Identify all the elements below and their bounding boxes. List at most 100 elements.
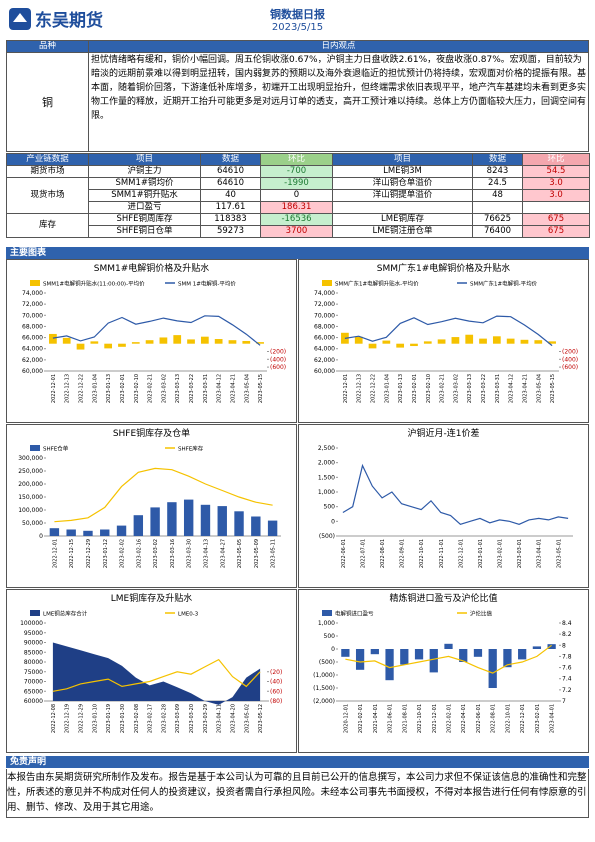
panel-border	[298, 424, 589, 588]
item-name: SHFE铜周库存	[88, 213, 201, 226]
bar	[400, 649, 409, 665]
legend-label: 沪伦比值	[470, 610, 493, 618]
y2-tick-label: 7.4	[562, 676, 572, 683]
x-tick-label: 2022-02-01	[447, 704, 453, 733]
table-row: SMM1#铜升贴水 40 0 洋山铜提单溢价 48 3.0	[7, 189, 590, 202]
x-tick-label: 2023-01-13	[106, 374, 112, 403]
y-tick-label: 1,000	[318, 620, 335, 627]
panel-border	[6, 259, 297, 423]
bar	[133, 515, 144, 536]
x-tick-label: 2023-05-05	[237, 539, 243, 568]
x-tick-label: 2023-03-01	[517, 539, 523, 568]
x-tick-label: 2023-04-12	[509, 374, 515, 403]
x-tick-label: 2023-03-31	[203, 374, 209, 403]
legend-swatch	[30, 280, 40, 286]
x-tick-label: 2023-03-02	[153, 539, 159, 568]
chart-grid: SMM1#电解铜价格及升贴水 SMM1#电解铜升贴水(11:00:00)-平均价 S…	[6, 259, 589, 753]
y2-tick-label: (400)	[562, 356, 578, 363]
y-tick-label: 60000	[24, 698, 43, 705]
group-name: 期货市场	[6, 165, 89, 178]
chart-panel: LME铜库存及升贴水 LME铜总库存合计 LME0-3 60000 65000 70000…	[6, 589, 297, 753]
x-tick-label: 2023-01-10	[92, 704, 98, 733]
bar	[214, 339, 223, 344]
x-tick-label: 2023-02-01	[535, 704, 541, 733]
table-header: 数据	[200, 153, 261, 166]
x-tick-label: 2023-03-09	[175, 704, 181, 733]
bar	[410, 343, 418, 347]
y2-tick-label: (60)	[270, 688, 282, 695]
area	[52, 642, 261, 705]
table-header: 环比	[260, 153, 333, 166]
x-tick-label: 2023-05-04	[536, 374, 542, 403]
x-tick-label: 2023-01-04	[92, 374, 98, 403]
x-tick-label: 2022-09-01	[400, 539, 406, 568]
item-change: 3700	[260, 225, 333, 238]
y2-tick-label: 7.8	[562, 653, 572, 660]
bar	[187, 339, 195, 344]
y-tick-label: 70,000	[22, 312, 43, 319]
y-tick-label: (2,000)	[313, 698, 335, 705]
item-value: 24.5	[472, 177, 523, 190]
empty-cell	[332, 201, 473, 214]
x-tick-label: 2023-05-15	[550, 374, 556, 403]
x-tick-label: 2023-02-17	[148, 704, 154, 733]
x-tick-label: 2023-01-30	[120, 704, 126, 733]
bar	[355, 649, 365, 670]
x-tick-label: 2023-04-21	[522, 374, 528, 403]
table-header: 项目	[88, 153, 201, 166]
item-name: SMM1#铜升贴水	[88, 189, 201, 202]
y-tick-label: (1,500)	[313, 685, 335, 692]
x-tick-label: 2021-08-01	[402, 704, 408, 733]
line	[54, 467, 273, 523]
x-tick-label: 2023-03-30	[187, 539, 193, 568]
panel-border	[298, 589, 589, 753]
x-tick-label: 2021-10-01	[417, 704, 423, 733]
y2-tick-label: (80)	[270, 698, 282, 705]
logo-text: 东吴期货	[35, 10, 103, 31]
chart-panel: SMM广东1#电解铜价格及升贴水 SMM广东1#电解铜升贴水-平均价 SMM广东1#…	[298, 259, 589, 423]
item-name: 洋山铜提单溢价	[332, 189, 473, 202]
panel-border	[6, 589, 297, 753]
y-tick-label: 300,000	[18, 455, 43, 462]
bar	[90, 341, 99, 344]
y-tick-label: 80000	[24, 659, 43, 666]
x-tick-label: 2023-04-11	[217, 704, 223, 733]
bar	[49, 333, 57, 344]
bar	[251, 516, 261, 536]
x-tick-label: 2023-04-27	[220, 539, 226, 568]
view-text: 担忧情绪略有缓和，铜价小幅回调。周五伦铜收涨0.67%，沪铜主力日盘收跌2.61…	[88, 52, 589, 152]
chart-panel: 沪铜近月-连1价差 (500) 0 500 1,000 1,500 2,000 2,500 20…	[298, 424, 589, 588]
x-tick-label: 2023-04-21	[230, 374, 236, 403]
y-tick-label: 70,000	[314, 312, 335, 319]
table-header: 产业链数据	[6, 153, 89, 166]
logo: 东吴期货	[8, 6, 128, 34]
item-value: 59273	[200, 225, 261, 238]
bar	[66, 529, 76, 536]
bar	[534, 340, 543, 344]
item-name: LME铜3M	[332, 165, 473, 178]
y-tick-label: 65000	[24, 688, 43, 695]
x-tick-label: 2023-03-22	[189, 374, 195, 403]
x-tick-label: 2020-12-01	[343, 704, 349, 733]
legend-swatch	[30, 610, 40, 616]
bar	[488, 649, 497, 688]
y-tick-label: 68,000	[22, 323, 43, 330]
chart-panel: SMM1#电解铜价格及升贴水 SMM1#电解铜升贴水(11:00:00)-平均价 S…	[6, 259, 297, 423]
y2-tick-label: (200)	[562, 349, 578, 356]
y2-tick-label: 7	[562, 698, 566, 705]
bar	[382, 340, 391, 344]
x-tick-label: 2023-04-01	[537, 539, 543, 568]
x-tick-label: 2023-02-01	[498, 539, 504, 568]
x-tick-label: 2022-12-29	[79, 704, 85, 733]
item-change: 3.0	[522, 177, 590, 190]
bar	[473, 649, 483, 657]
y-tick-label: 64,000	[22, 346, 43, 353]
item-change: 186.31	[260, 201, 333, 214]
legend-label: LME铜总库存合计	[43, 610, 88, 618]
chart-title: 精炼铜进口盈亏及沪伦比值	[389, 592, 497, 604]
x-tick-label: 2022-12-15	[69, 539, 75, 568]
bar	[76, 343, 85, 350]
y2-tick-label: 8.4	[562, 620, 572, 627]
x-tick-label: 2022-12-01	[458, 539, 464, 568]
item-change: 675	[522, 225, 590, 238]
